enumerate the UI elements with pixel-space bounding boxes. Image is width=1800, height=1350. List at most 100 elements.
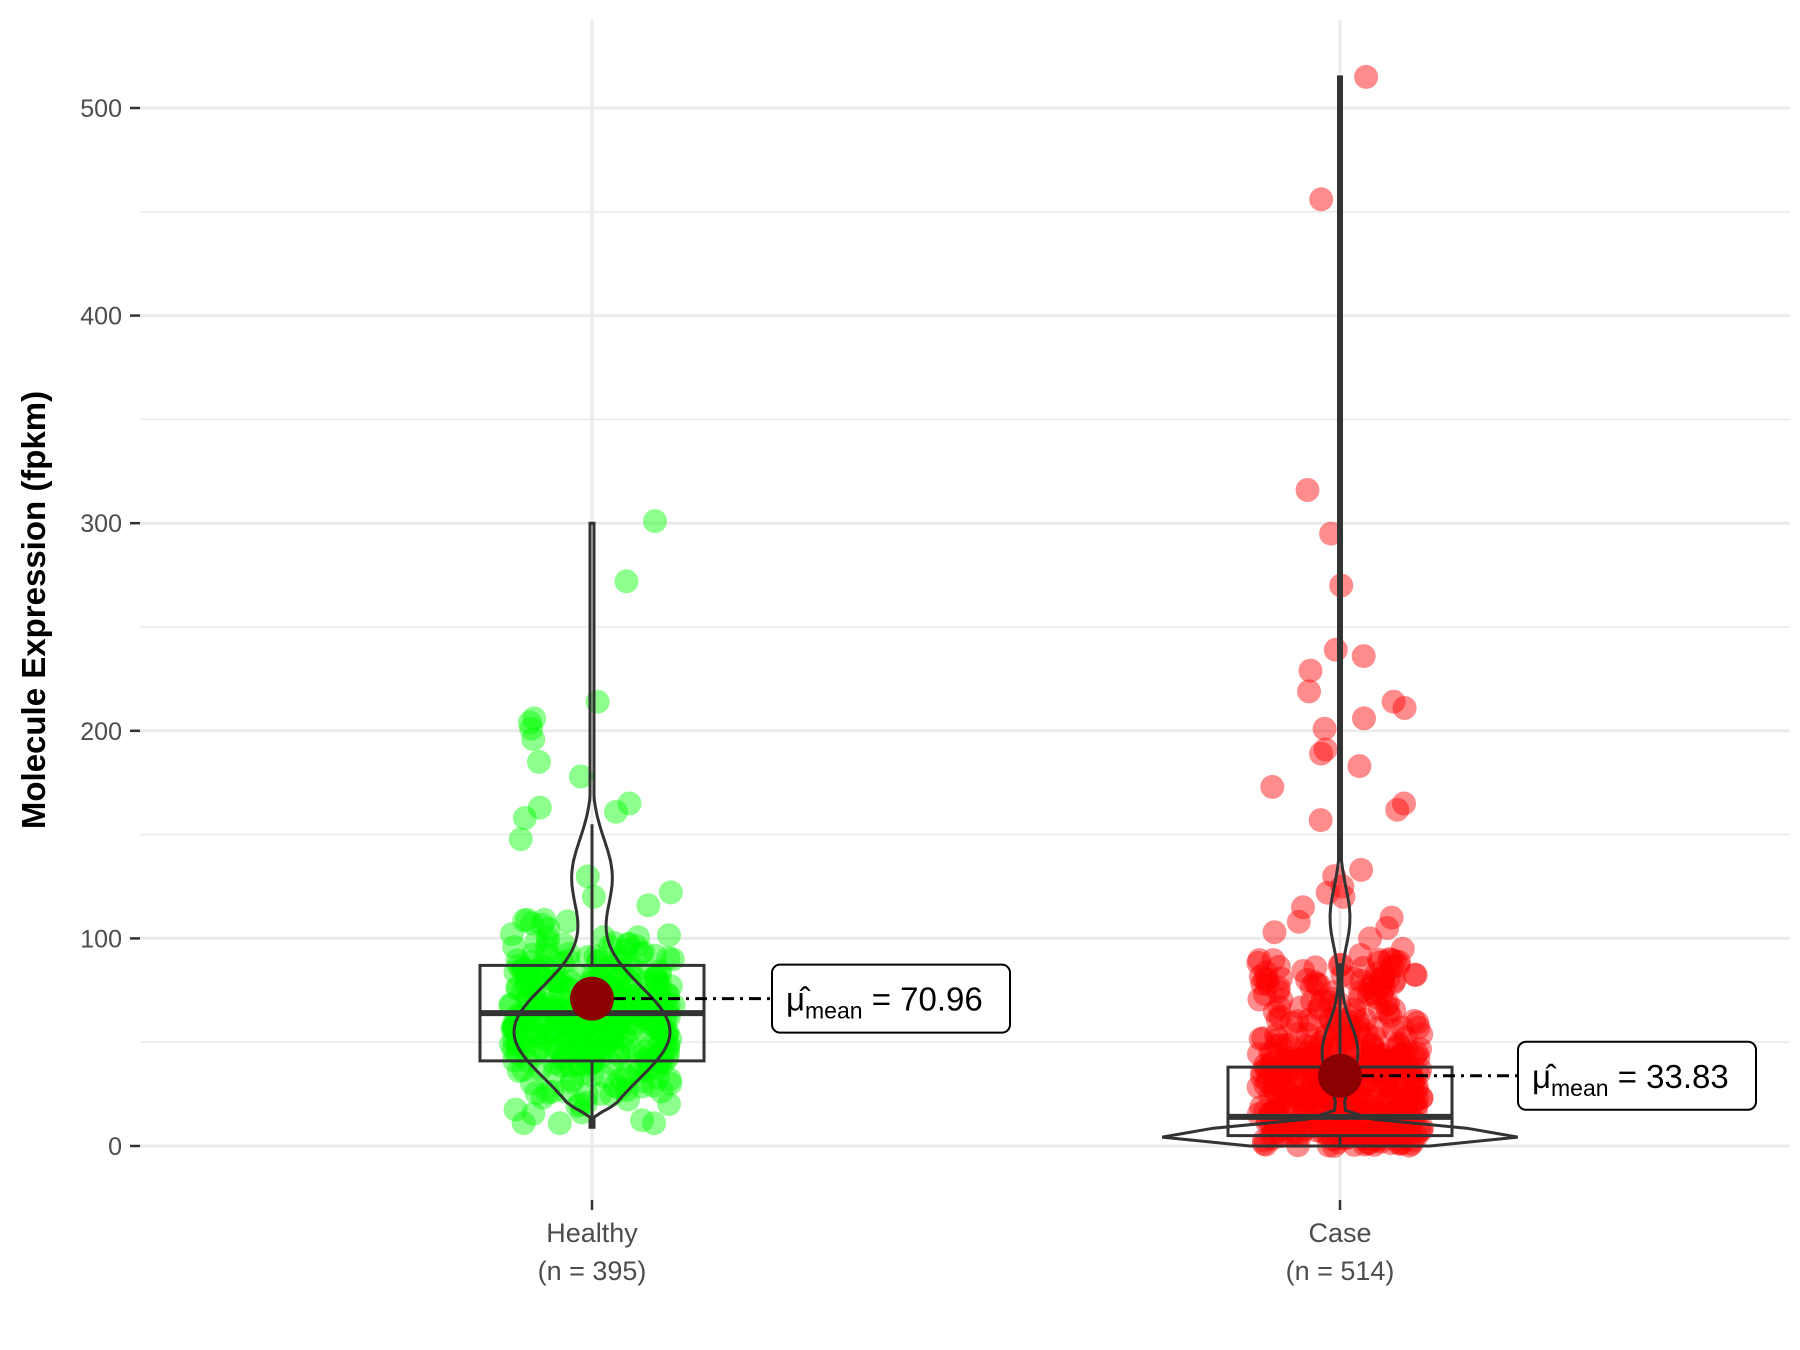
data-point: [566, 1052, 591, 1077]
data-point: [646, 1065, 671, 1090]
data-point: [1361, 968, 1386, 993]
data-point: [1371, 964, 1396, 989]
data-point: [1254, 960, 1278, 985]
data-point: [1356, 1131, 1381, 1156]
data-point: [1388, 1042, 1413, 1067]
data-point: [1279, 1010, 1304, 1035]
data-point: [1274, 1079, 1299, 1104]
data-point: [601, 1017, 626, 1042]
data-point: [611, 1023, 636, 1048]
data-point: [1351, 1126, 1376, 1151]
data-point: [590, 1017, 615, 1042]
data-point: [1341, 1036, 1366, 1061]
data-point: [601, 1015, 626, 1040]
data-point: [608, 1017, 633, 1042]
data-point: [616, 931, 641, 956]
data-point: [1289, 1086, 1314, 1111]
data-point: [524, 929, 549, 954]
outlier-point: [1312, 716, 1337, 741]
data-point: [1255, 972, 1280, 997]
outlier-point: [643, 509, 667, 534]
data-point: [1269, 1121, 1293, 1146]
data-point: [1391, 1088, 1416, 1113]
data-point: [645, 971, 670, 995]
data-point: [524, 987, 548, 1012]
data-point: [573, 1090, 598, 1115]
data-point: [1360, 1121, 1385, 1146]
data-point: [1262, 999, 1287, 1024]
data-point: [575, 1015, 600, 1040]
group-case: μ̂mean = 33.83: [1161, 64, 1757, 1158]
data-point: [654, 1023, 679, 1048]
data-point: [1300, 989, 1325, 1014]
data-point: [1260, 1052, 1285, 1077]
data-point: [1369, 1059, 1394, 1084]
mean-label-box: [771, 963, 1011, 1034]
data-point: [1359, 1045, 1384, 1070]
data-point: [1247, 987, 1272, 1012]
data-point: [570, 1037, 595, 1061]
data-point: [528, 1035, 553, 1060]
data-point: [1276, 1044, 1301, 1069]
data-point: [1265, 1056, 1289, 1081]
data-point: [581, 1016, 606, 1041]
outlier-point: [1375, 916, 1400, 940]
mean-point: [570, 976, 614, 1021]
data-point: [1363, 1120, 1388, 1144]
data-point: [534, 942, 559, 967]
data-point: [1308, 1114, 1333, 1139]
data-point: [1391, 1040, 1416, 1065]
outlier-point: [1385, 797, 1410, 822]
outlier-point: [1291, 895, 1315, 920]
data-point: [1257, 1057, 1282, 1082]
data-point: [505, 975, 530, 1000]
data-point: [1404, 1077, 1429, 1102]
data-point: [1380, 955, 1405, 980]
data-point: [1307, 997, 1332, 1022]
mean-label-box: [1517, 1040, 1757, 1111]
data-point: [559, 1067, 584, 1092]
data-point: [543, 1035, 568, 1060]
data-point: [614, 1062, 639, 1087]
data-point: [1389, 1131, 1414, 1156]
data-point: [631, 940, 655, 965]
data-point: [1309, 1030, 1334, 1054]
outlier-point: [1349, 857, 1374, 882]
data-point: [1273, 1076, 1298, 1101]
data-point: [583, 944, 608, 969]
mean-label: μ̂mean = 70.96: [786, 981, 983, 1024]
data-point: [1288, 995, 1313, 1020]
outlier-point: [1347, 754, 1372, 779]
data-point: [1360, 1037, 1385, 1062]
data-point: [1298, 1013, 1323, 1038]
data-point: [522, 977, 547, 1002]
x-category-label: Case: [1308, 1218, 1371, 1248]
data-point: [1368, 974, 1393, 999]
data-point: [542, 968, 567, 993]
data-point: [1254, 1056, 1279, 1081]
y-tick-label: 200: [80, 718, 122, 746]
data-point: [1367, 1125, 1392, 1150]
outlier-point: [614, 569, 639, 594]
data-point: [575, 864, 600, 889]
outlier-point: [1348, 943, 1373, 967]
outlier-point: [512, 806, 537, 830]
data-point: [1367, 947, 1391, 972]
outlier-point: [1352, 706, 1376, 731]
data-point: [1248, 1026, 1273, 1051]
x-n-label: (n = 395): [538, 1256, 647, 1286]
data-point: [1396, 1052, 1421, 1077]
data-point: [1390, 1015, 1415, 1040]
data-point: [617, 987, 642, 1012]
data-point: [551, 1046, 576, 1071]
data-point: [1275, 1057, 1300, 1082]
data-point: [594, 1030, 619, 1055]
data-point: [658, 1071, 683, 1096]
data-point: [1361, 1093, 1386, 1118]
data-point: [1292, 1095, 1317, 1120]
data-point: [643, 964, 668, 989]
data-point: [628, 941, 653, 966]
data-point: [1374, 1071, 1398, 1096]
data-point: [1292, 1081, 1316, 1106]
data-point: [1272, 1078, 1297, 1103]
